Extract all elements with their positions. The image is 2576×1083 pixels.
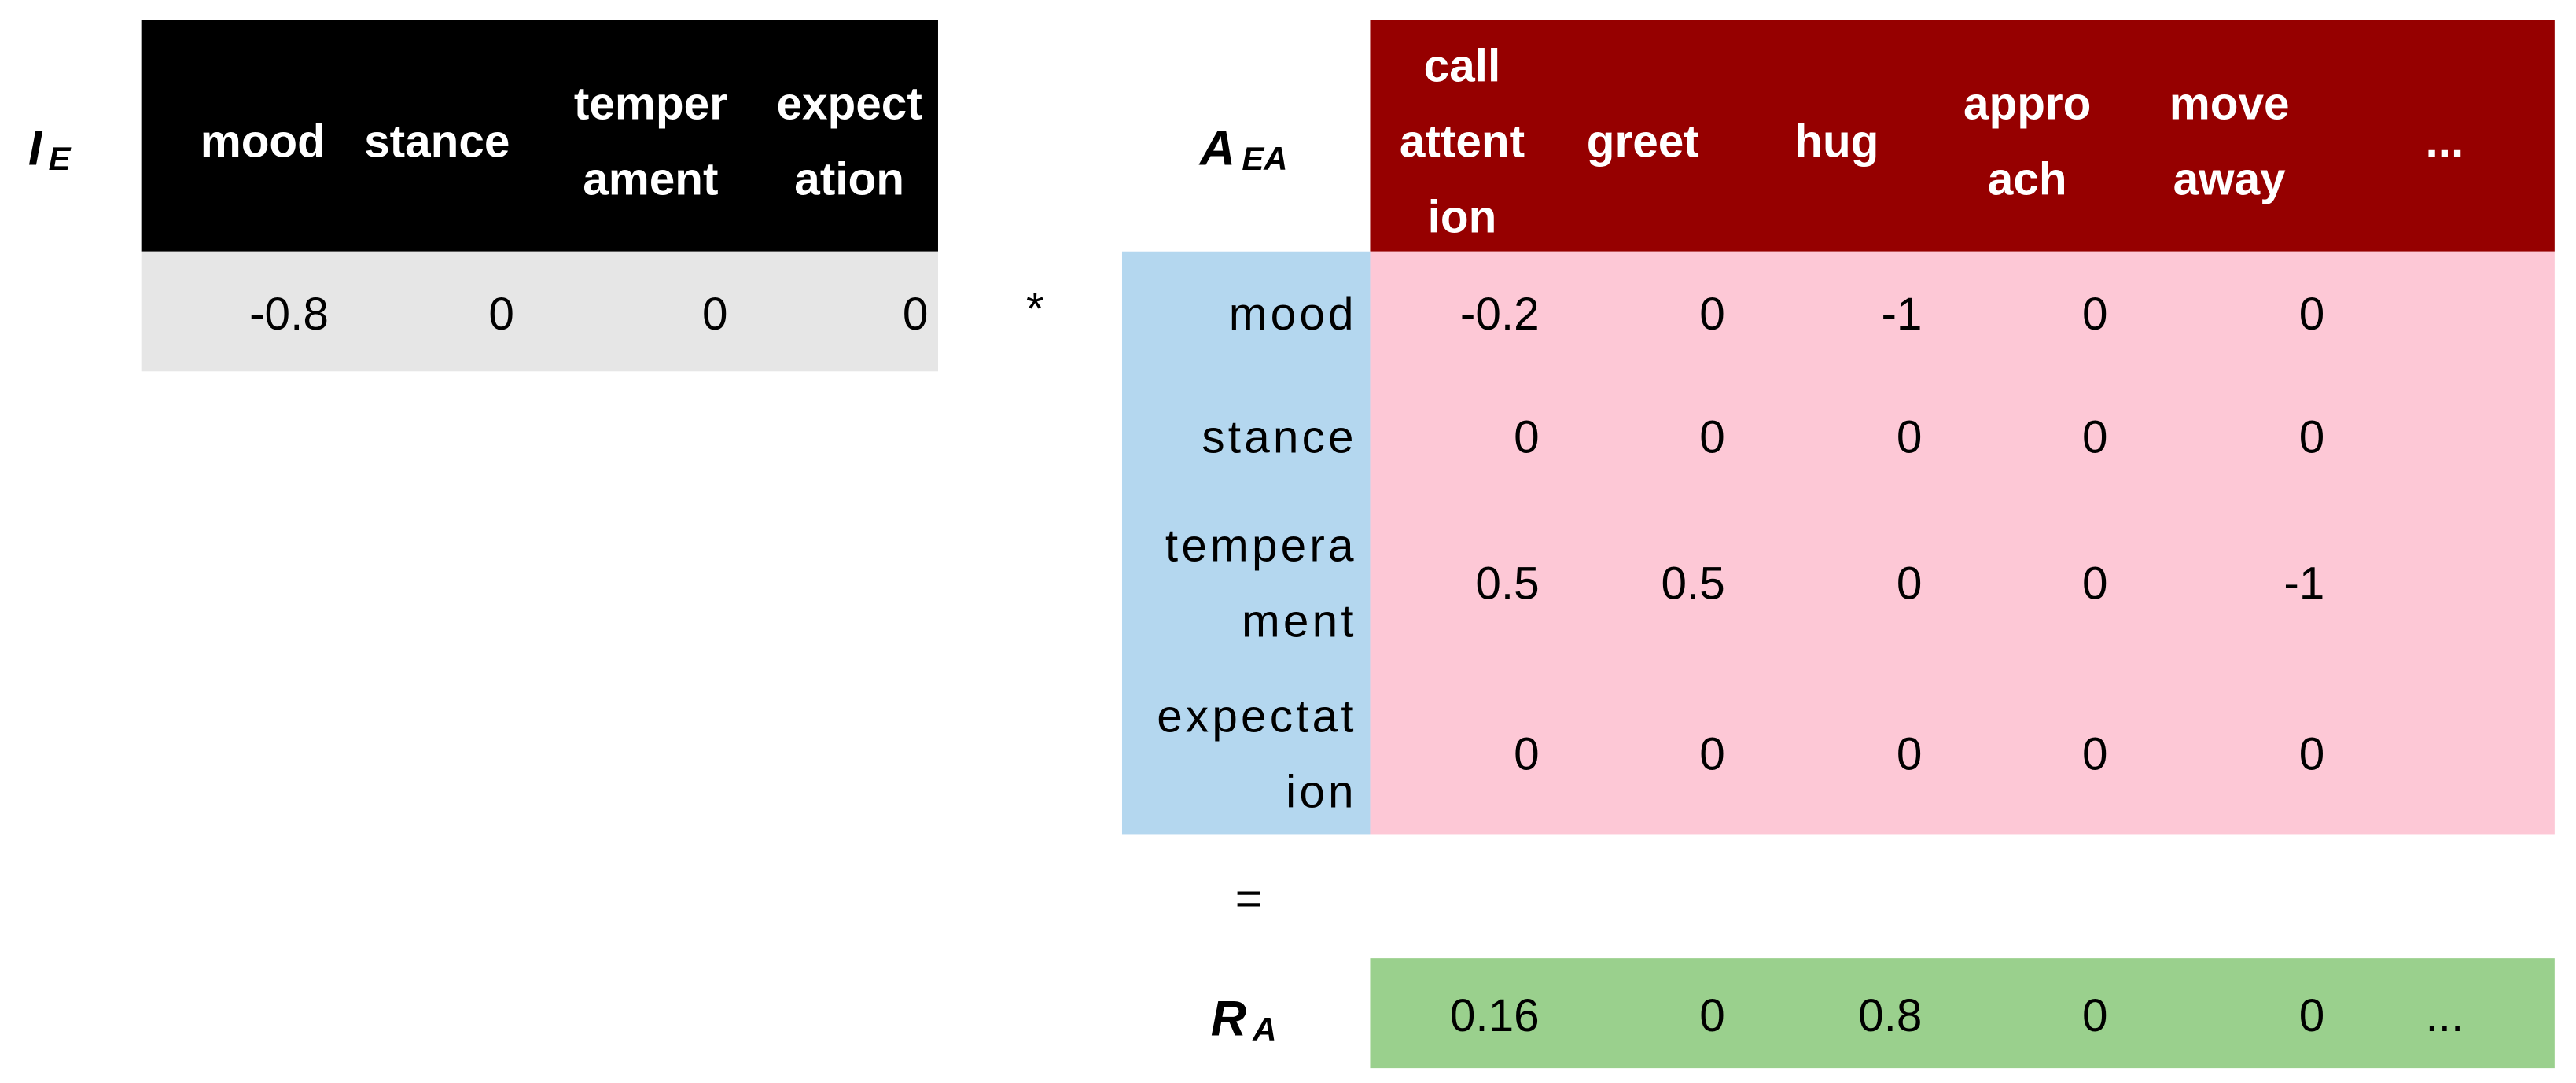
matrix-value: 0 — [1699, 289, 1725, 340]
matrix-header: ... — [2425, 116, 2464, 167]
multiply-operator: * — [1026, 283, 1044, 334]
matrix-header: appro — [1963, 78, 2091, 129]
input-value: -0.8 — [249, 289, 329, 340]
label-main: I — [28, 120, 43, 175]
matrix-label: A EA — [1198, 120, 1288, 177]
matrix-value: 0.5 — [1661, 558, 1724, 609]
input-header: stance — [364, 116, 510, 167]
input-value: 0 — [702, 289, 728, 340]
input-header: expect — [777, 78, 922, 129]
matrix-header: ion — [1428, 191, 1497, 242]
matrix-value: -1 — [2283, 558, 2324, 609]
input-header-bg — [141, 20, 938, 252]
matrix-value: 0 — [1514, 411, 1540, 462]
matrix-row-label: tempera — [1165, 520, 1357, 571]
input-header: temper — [574, 78, 727, 129]
matrix-row-label: expectat — [1157, 691, 1357, 742]
label-sub: E — [49, 140, 72, 177]
label-sub: EA — [1242, 140, 1287, 177]
label-sub: A — [1252, 1011, 1276, 1048]
matrix-value: 0 — [2082, 558, 2108, 609]
result-bg — [1370, 958, 2555, 1069]
matrix-header: greet — [1587, 116, 1699, 167]
matrix-value: 0 — [2082, 729, 2108, 780]
result-value: 0.16 — [1450, 990, 1540, 1041]
result-value: 0.8 — [1858, 990, 1922, 1041]
label-main: A — [1198, 120, 1235, 175]
matrix-value: 0 — [2299, 729, 2325, 780]
matrix-row-label: ment — [1242, 595, 1357, 646]
matrix-row-labels-bg — [1121, 251, 1371, 835]
input-value: 0 — [903, 289, 929, 340]
matrix-value: 0 — [2082, 411, 2108, 462]
matrix-value: 0 — [1699, 411, 1725, 462]
matrix-value: 0 — [2299, 289, 2325, 340]
matrix-value: 0 — [1897, 729, 1923, 780]
result-value: 0 — [1699, 990, 1725, 1041]
matrix-header: attent — [1400, 116, 1525, 167]
matrix-header: call — [1424, 40, 1501, 91]
label-main: R — [1211, 991, 1246, 1046]
input-values-bg — [141, 251, 938, 372]
matrix-header-bg — [1370, 20, 2555, 252]
result-value: 0 — [2299, 990, 2325, 1041]
result-value: 0 — [2082, 990, 2108, 1041]
matrix-header: away — [2173, 153, 2287, 204]
matrix-value: 0 — [1897, 558, 1923, 609]
result-value: ... — [2425, 990, 2464, 1041]
matrix-value: 0 — [2082, 289, 2108, 340]
matrix-value: 0 — [1699, 729, 1725, 780]
matrix-body-bg — [1370, 251, 2555, 835]
matrix-value: 0 — [2299, 411, 2325, 462]
matrix-header: move — [2169, 78, 2290, 129]
matrix-header: ach — [1988, 153, 2067, 204]
input-value: 0 — [488, 289, 514, 340]
input-header: ation — [794, 153, 904, 204]
matrix-value: 0.5 — [1475, 558, 1539, 609]
matrix-value: -0.2 — [1460, 289, 1540, 340]
input-header: ament — [583, 153, 718, 204]
input-header: mood — [201, 116, 326, 167]
matrix-value: -1 — [1881, 289, 1922, 340]
equals-operator: = — [1235, 874, 1262, 925]
matrix-row-label: ion — [1286, 767, 1357, 818]
matrix-header: hug — [1794, 116, 1879, 167]
matrix-value: 0 — [1514, 729, 1540, 780]
matrix-row-label: stance — [1202, 411, 1356, 462]
matrix-row-label: mood — [1229, 289, 1357, 340]
matrix-value: 0 — [1897, 411, 1923, 462]
